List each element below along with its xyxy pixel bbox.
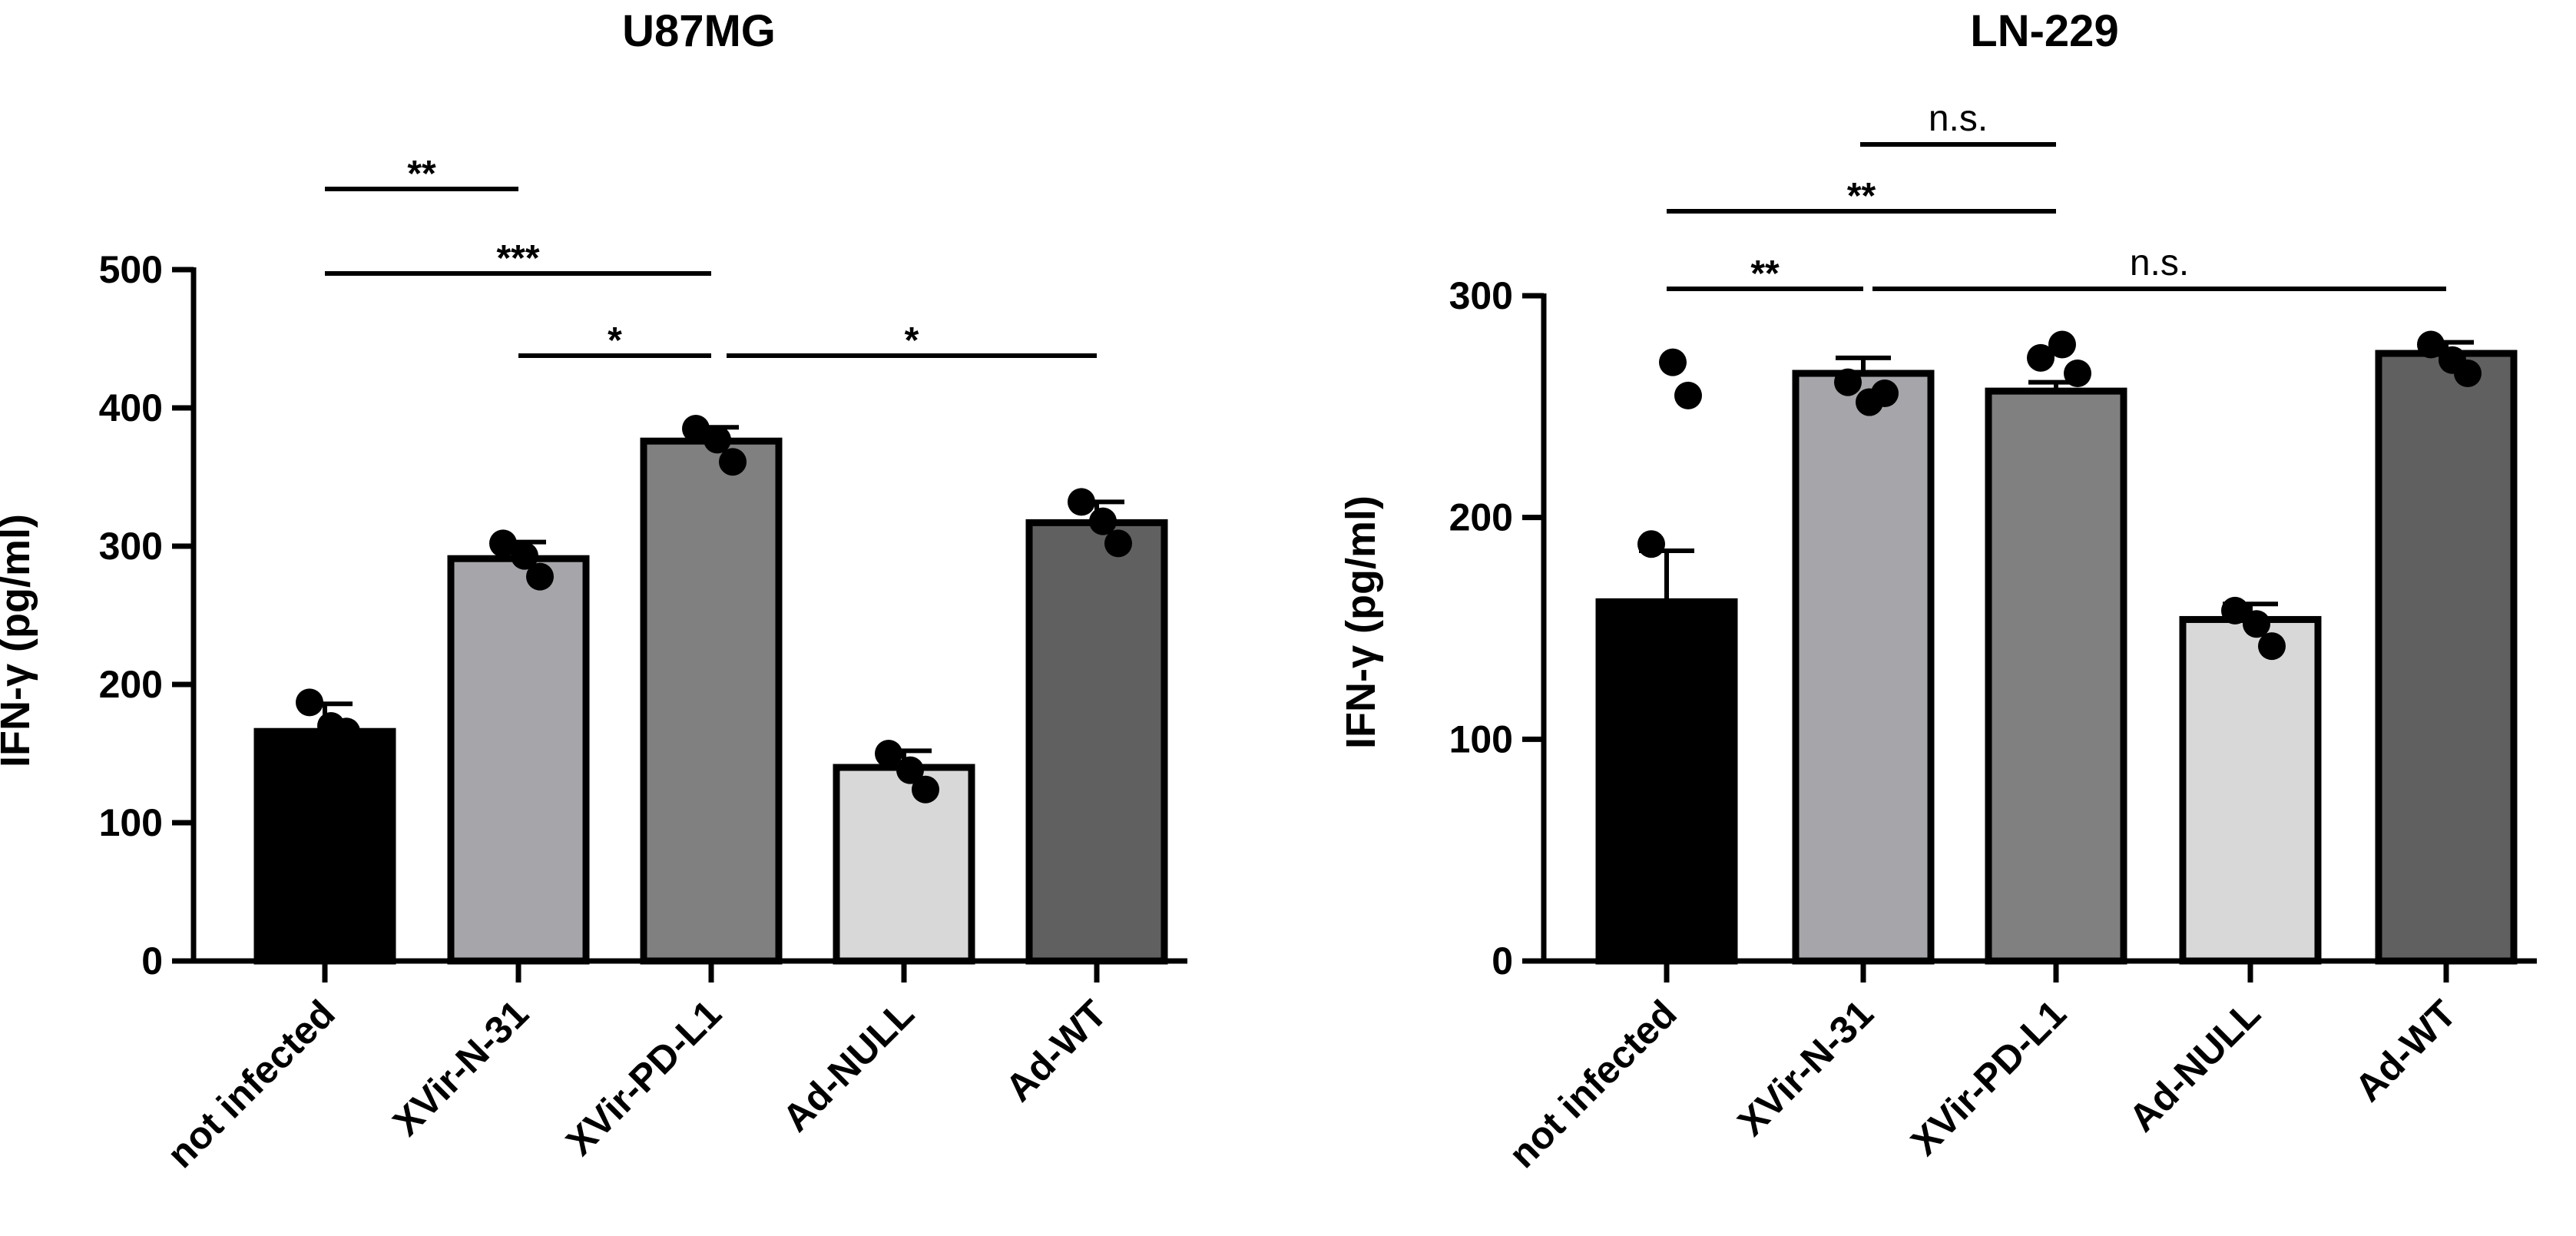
significance-label: n.s. — [2130, 243, 2189, 283]
data-point — [682, 415, 710, 442]
data-point — [2064, 360, 2091, 388]
x-tick-label: Ad-NULL — [774, 992, 922, 1140]
bar — [1792, 369, 1935, 965]
data-point — [2454, 360, 2482, 388]
chart-title: U87MG — [622, 6, 776, 56]
significance-label: * — [905, 320, 919, 361]
data-point — [296, 688, 323, 717]
bar — [1985, 387, 2127, 965]
data-point — [2221, 596, 2249, 625]
data-point — [912, 775, 939, 804]
bar — [2179, 615, 2322, 965]
bar — [447, 555, 590, 965]
x-tick-label: XVir-PD-L1 — [1902, 992, 2074, 1164]
bar — [1025, 519, 1168, 965]
data-point — [719, 448, 747, 476]
significance-label: ** — [1750, 253, 1780, 294]
x-tick-label: not infected — [159, 992, 343, 1176]
significance-label: *** — [496, 238, 539, 279]
y-tick-label: 200 — [99, 663, 163, 706]
data-point — [1637, 530, 1665, 558]
data-point — [1659, 348, 1687, 376]
data-point — [2048, 330, 2076, 359]
x-tick-label: XVir-N-31 — [1730, 992, 1882, 1144]
bar — [1595, 598, 1738, 965]
bar — [2375, 350, 2518, 965]
data-point — [1834, 368, 1862, 396]
data-point — [526, 562, 554, 591]
significance-label: ** — [1847, 176, 1876, 217]
x-tick-label: Ad-NULL — [2121, 992, 2269, 1140]
bar — [833, 764, 975, 965]
y-tick-label: 0 — [1492, 939, 1513, 983]
x-tick-label: not infected — [1501, 992, 1685, 1176]
significance-label: ** — [407, 154, 436, 194]
data-point — [875, 740, 902, 767]
significance-label: n.s. — [1929, 98, 1988, 139]
data-point — [1089, 507, 1117, 535]
y-tick-label: 100 — [99, 801, 163, 844]
y-tick-label: 300 — [1449, 274, 1513, 317]
x-tick-label: XVir-N-31 — [385, 992, 537, 1144]
data-point — [1871, 379, 1899, 408]
data-point — [896, 756, 924, 784]
significance-label: * — [608, 320, 622, 361]
data-point — [333, 717, 360, 746]
data-point — [704, 426, 731, 454]
y-tick-label: 500 — [99, 248, 163, 291]
data-point — [1068, 488, 1095, 516]
y-tick-label: 100 — [1449, 717, 1513, 760]
chart-panel-u87mg: U87MG IFN-γ (pg/ml) 0 100 200 300 400 500 not … — [0, 6, 1187, 1176]
data-point — [2243, 610, 2270, 638]
data-point — [2027, 343, 2055, 372]
bar — [253, 727, 396, 965]
y-tick-label: 400 — [99, 386, 163, 429]
data-point — [2417, 330, 2445, 359]
chart-panel-ln229: LN-229 IFN-γ (pg/ml) 0 100 200 300 not infec… — [1338, 6, 2537, 1176]
x-tick-label: XVir-PD-L1 — [558, 992, 730, 1164]
y-axis-label: IFN-γ (pg/ml) — [0, 514, 38, 767]
data-point — [2258, 632, 2286, 661]
y-tick-label: 0 — [141, 939, 163, 983]
data-point — [511, 542, 538, 570]
chart-title: LN-229 — [1970, 6, 2118, 56]
bar — [640, 437, 783, 965]
data-point — [1104, 529, 1132, 558]
x-tick-label: Ad-WT — [2346, 992, 2464, 1109]
data-point — [489, 529, 517, 558]
data-point — [1674, 381, 1702, 409]
y-axis-label: IFN-γ (pg/ml) — [1338, 495, 1384, 749]
x-tick-label: Ad-WT — [997, 992, 1114, 1109]
y-tick-label: 200 — [1449, 496, 1513, 539]
y-tick-label: 300 — [99, 525, 163, 568]
